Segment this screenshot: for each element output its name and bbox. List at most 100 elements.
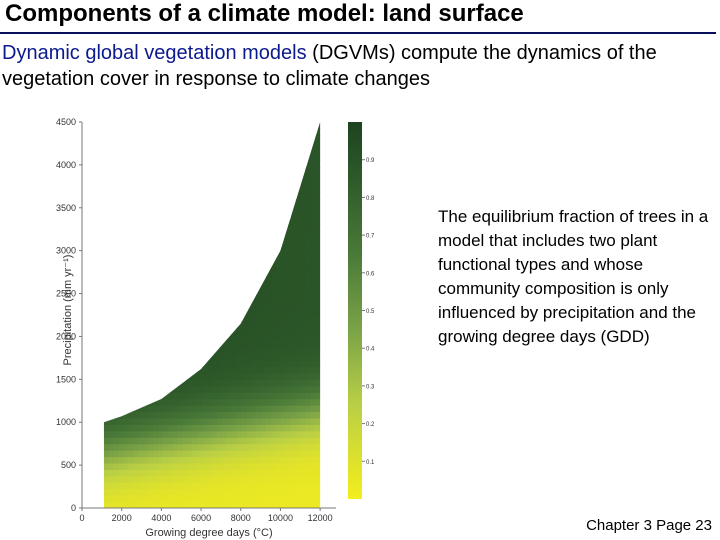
heatmap-cell — [275, 276, 282, 284]
heatmap-cell — [148, 392, 154, 400]
heatmap-cell — [236, 501, 243, 508]
heatmap-cell — [295, 353, 302, 361]
heatmap-cell — [138, 469, 144, 477]
heatmap-cell — [315, 366, 321, 374]
heatmap-cell — [211, 430, 218, 438]
heatmap-cell — [207, 353, 213, 361]
heatmap-cell — [231, 411, 238, 419]
heatmap-cell — [211, 392, 218, 400]
heatmap-cell — [108, 495, 115, 503]
heatmap-cell — [285, 482, 292, 490]
heatmap-cell — [167, 443, 174, 451]
heatmap-cell — [251, 430, 257, 438]
heatmap-cell — [266, 417, 272, 425]
heatmap-cell — [216, 405, 223, 413]
heatmap-cell — [305, 392, 311, 400]
colorbar-tick-label: 0.6 — [366, 271, 375, 277]
heatmap-cell — [231, 366, 238, 374]
heatmap-cell — [280, 269, 287, 277]
heatmap-cell — [315, 443, 321, 451]
heatmap-cell — [236, 379, 243, 387]
heatmap-cell — [207, 469, 213, 477]
heatmap-cell — [231, 456, 238, 464]
heatmap-cell — [275, 443, 282, 451]
heatmap-cell — [197, 372, 203, 380]
title-divider — [0, 32, 716, 34]
heatmap-cell — [295, 231, 302, 239]
heatmap-cell — [138, 417, 144, 425]
heatmap-cell — [177, 475, 184, 483]
heatmap-cell — [315, 237, 321, 245]
heatmap-cell — [211, 495, 218, 503]
heatmap-cell — [216, 392, 223, 400]
heatmap-cell — [148, 405, 154, 413]
heatmap-cell — [177, 417, 184, 425]
heatmap-cell — [280, 302, 287, 310]
heatmap-cell — [310, 141, 316, 149]
heatmap-cell — [290, 315, 297, 323]
heatmap-cell — [295, 276, 302, 284]
heatmap-cell — [295, 199, 302, 207]
heatmap-cell — [148, 411, 154, 419]
heatmap-cell — [157, 450, 164, 458]
heatmap-cell — [280, 443, 287, 451]
heatmap-cell — [290, 244, 297, 252]
heatmap-cell — [148, 417, 154, 425]
heatmap-cell — [103, 475, 110, 483]
heatmap-cell — [177, 462, 184, 470]
heatmap-cell — [221, 450, 228, 458]
heatmap-cell — [275, 353, 282, 361]
heatmap-cell — [143, 405, 149, 413]
heatmap-cell — [143, 456, 149, 464]
heatmap-cell — [187, 379, 193, 387]
heatmap-cell — [236, 424, 243, 432]
heatmap-cell — [251, 379, 257, 387]
heatmap-cell — [310, 450, 316, 458]
heatmap-cell — [207, 405, 213, 413]
heatmap-cell — [187, 456, 193, 464]
heatmap-cell — [246, 398, 252, 406]
heatmap-cell — [216, 495, 223, 503]
heatmap-cell — [275, 257, 282, 265]
heatmap-cell — [172, 482, 179, 490]
heatmap-cell — [305, 160, 311, 168]
heatmap-cell — [246, 417, 252, 425]
heatmap-cell — [138, 450, 144, 458]
heatmap-cell — [310, 411, 316, 419]
heatmap-cell — [315, 192, 321, 200]
heatmap-cell — [162, 385, 169, 393]
heatmap-cell — [285, 257, 292, 265]
heatmap-cell — [113, 430, 120, 438]
heatmap-cell — [192, 405, 198, 413]
heatmap-cell — [270, 501, 277, 508]
heatmap-cell — [315, 154, 321, 162]
heatmap-cell — [236, 462, 243, 470]
heatmap-cell — [202, 437, 208, 445]
heatmap-cell — [138, 430, 144, 438]
heatmap-cell — [148, 450, 154, 458]
heatmap-cell — [182, 385, 188, 393]
y-tick-label: 4000 — [56, 160, 76, 170]
heatmap-cell — [192, 475, 198, 483]
heatmap-cell — [275, 340, 282, 348]
heatmap-cell — [295, 289, 302, 297]
heatmap-cell — [295, 212, 302, 220]
heatmap-cell — [192, 392, 198, 400]
heatmap-cell — [197, 392, 203, 400]
heatmap-cell — [280, 347, 287, 355]
heatmap-cell — [256, 289, 262, 297]
heatmap-cell — [290, 379, 297, 387]
heatmap-cell — [285, 450, 292, 458]
heatmap-cell — [177, 372, 184, 380]
heatmap-cell — [182, 475, 188, 483]
heatmap-cell — [305, 385, 311, 393]
heatmap-cell — [118, 417, 125, 425]
heatmap-cell — [315, 392, 321, 400]
heatmap-cell — [187, 469, 193, 477]
heatmap-cell — [162, 501, 169, 508]
heatmap-cell — [162, 482, 169, 490]
heatmap-cell — [315, 250, 321, 258]
heatmap-cell — [236, 443, 243, 451]
heatmap-cell — [211, 475, 218, 483]
heatmap-cell — [182, 495, 188, 503]
